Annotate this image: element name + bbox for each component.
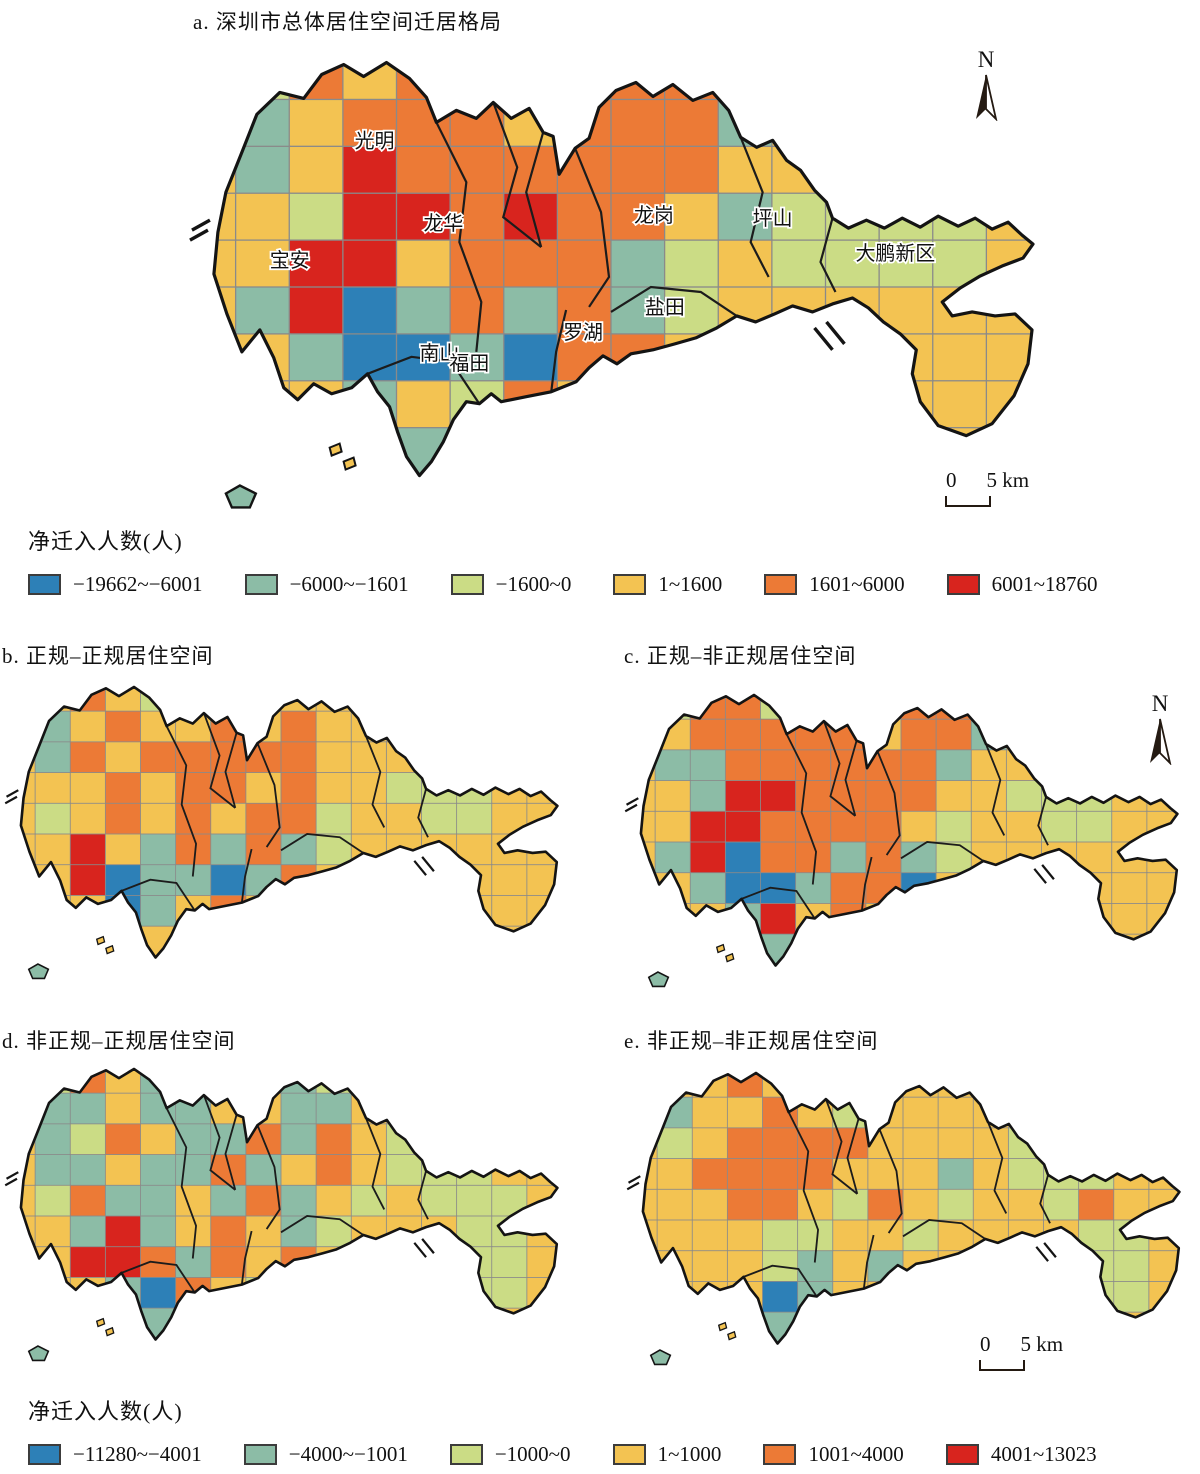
legend-label: 1~1600 [658,572,723,596]
panel-c-title: c. 正规–非正规居住空间 [624,644,857,668]
scale-five-km: 5 km [1020,1332,1064,1356]
district-label: 龙华 [423,212,463,235]
legend-item: 1~1600 [613,572,722,597]
north-arrow-icon [1150,718,1172,765]
district-label: 南山 [419,342,459,365]
scale-bar-e: 0 5 km [978,1334,1063,1372]
legend-label: −6000~−1601 [289,572,409,596]
legend-label: −4000~−1001 [288,1442,408,1466]
legend-item: 1601~6000 [764,572,905,597]
scale-zero: 0 [946,468,957,492]
panel-b-title: b. 正规–正规居住空间 [2,644,214,668]
legend-label: 4001~13023 [990,1442,1097,1466]
small-island [224,484,258,509]
map-d-choropleth [4,1067,559,1362]
legend-item: 6001~18760 [946,572,1098,597]
district-label: 宝安 [270,249,310,272]
legend-item: −19662~−6001 [28,572,203,597]
district-label: 龙岗 [634,204,674,227]
district-label: 大鹏新区 [855,242,935,265]
north-arrow-a: N [974,48,998,121]
legend-top-title: 净迁入人数(人) [28,529,183,554]
scale-zero: 0 [980,1332,991,1356]
legend-swatch [612,1444,646,1465]
legend-bottom: 净迁入人数(人) −11280~−4001 −4000~−1001 −1000~0 1… [28,1394,1097,1467]
small-island [27,1345,50,1362]
district-label: 福田 [449,352,489,375]
legend-item: −1600~0 [450,572,572,597]
map-c-choropleth [624,693,1179,988]
legend-swatch [450,574,484,595]
legend-item: −4000~−1001 [243,1442,408,1467]
map-e-choropleth [626,1071,1181,1366]
panel-a-title: a. 深圳市总体居住空间迁居格局 [193,10,502,34]
legend-swatch [945,1444,979,1465]
legend-top: 净迁入人数(人) −19662~−6001 −6000~−1601 −1600~0 1… [28,524,1097,597]
legend-label: −1000~0 [494,1442,571,1466]
legend-item: −11280~−4001 [28,1442,202,1467]
panel-d-title: d. 非正规–正规居住空间 [2,1029,236,1053]
district-label: 盐田 [645,296,685,319]
legend-label: 1601~6000 [809,572,905,596]
legend-item: 1~1000 [612,1442,722,1467]
scale-five-km: 5 km [986,468,1030,492]
small-island [649,1349,672,1366]
district-label: 光明 [355,129,395,152]
legend-label: 1001~4000 [808,1442,904,1466]
district-label: 罗湖 [563,321,603,344]
legend-item: −6000~−1601 [244,572,409,597]
small-island [27,963,50,980]
legend-label: 6001~18760 [991,572,1098,596]
legend-bottom-items: −11280~−4001 −4000~−1001 −1000~0 1~1000 1001… [28,1442,1097,1467]
legend-swatch [946,574,980,595]
legend-top-items: −19662~−6001 −6000~−1601 −1600~0 1~1600 1601… [28,572,1097,597]
legend-item: 1001~4000 [763,1442,904,1467]
legend-label: −1600~0 [495,572,572,596]
north-label: N [1151,691,1169,716]
north-label: N [977,47,995,72]
scale-bracket-icon [945,496,991,507]
legend-swatch [613,574,647,595]
map-b-choropleth [4,685,559,980]
panel-e-title: e. 非正规–非正规居住空间 [624,1029,879,1053]
north-arrow-c: N [1148,692,1172,765]
scale-bracket-icon [979,1360,1025,1371]
scale-bar-a: 0 5 km [944,470,1029,508]
legend-swatch [28,574,61,595]
legend-item: 4001~13023 [945,1442,1097,1467]
legend-item: −1000~0 [449,1442,571,1467]
legend-swatch [244,574,278,595]
legend-label: −19662~−6001 [73,572,203,596]
legend-swatch [764,574,798,595]
legend-label: 1~1000 [657,1442,722,1466]
north-arrow-icon [976,74,998,121]
legend-label: −11280~−4001 [73,1442,202,1466]
legend-swatch [28,1444,61,1465]
legend-swatch [449,1444,483,1465]
legend-swatch [763,1444,797,1465]
small-island [647,971,670,988]
legend-bottom-title: 净迁入人数(人) [28,1399,183,1424]
legend-swatch [243,1444,277,1465]
district-label: 坪山 [753,207,793,230]
